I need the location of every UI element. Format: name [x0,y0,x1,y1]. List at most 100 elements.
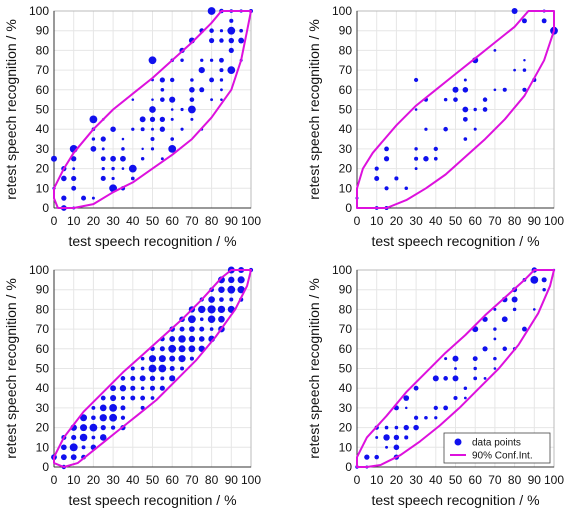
data-point [110,126,116,132]
y-tick-label: 70 [339,63,353,77]
data-point [482,346,488,352]
data-point [179,326,185,332]
y-tick-label: 0 [42,460,49,474]
data-point [169,96,176,103]
legend-marker-points [454,438,462,446]
x-tick-label: 0 [354,214,361,228]
x-tick-label: 10 [67,473,81,487]
data-point [119,385,127,392]
data-point [188,315,196,324]
data-point [140,395,146,401]
data-point [91,196,95,200]
legend-box [443,432,551,464]
data-point [229,297,234,302]
data-point [110,155,116,162]
x-tick-label: 20 [390,214,404,228]
chart-panel-3: 0 10 20 30 40 50 60 70 80 90 100010203040506070809… [3,263,261,508]
data-point [414,77,419,83]
y-tick-label: 80 [339,43,353,57]
data-point [139,375,146,382]
data-point [139,116,146,123]
data-point [493,327,497,331]
data-point [374,166,379,171]
y-tick-label: 70 [36,322,50,336]
x-tick-label: 80 [508,214,522,228]
data-point [530,275,539,284]
data-point [542,287,546,292]
data-point [453,97,458,102]
data-point [91,137,96,141]
data-point [180,107,184,112]
data-point [463,386,468,390]
data-point [130,375,136,381]
data-point [169,336,176,342]
data-point [227,26,236,35]
data-point [160,87,165,92]
x-tick-label: 70 [185,473,199,487]
data-point [101,166,105,171]
data-point [159,126,165,132]
data-point [463,396,467,400]
data-point [131,127,135,131]
x-tick-label: 80 [508,473,522,487]
x-tick-label: 0 [354,473,361,487]
data-point [111,166,115,171]
data-point [71,156,77,162]
data-point [159,77,165,83]
y-tick-label: 10 [36,181,50,195]
data-point [168,344,177,353]
data-point [385,445,389,449]
data-point [502,346,508,352]
data-point [130,395,136,401]
data-point [91,415,96,421]
data-point [434,416,438,420]
data-point [99,404,107,412]
data-point [100,136,106,142]
data-point [180,58,184,62]
x-axis-label: test speech recognition / % [371,233,539,249]
confidence-ellipse [356,10,555,209]
data-point [511,296,518,303]
data-point [493,88,497,92]
x-tick-label: 50 [146,473,160,487]
data-point [100,156,106,162]
y-axis-label: retest speech recognition / % [306,19,322,200]
y-tick-label: 80 [36,302,50,316]
data-point [404,435,409,440]
data-point [110,395,117,402]
data-point [159,385,165,391]
x-tick-label: 40 [429,473,443,487]
x-tick-label: 30 [106,473,120,487]
data-point [532,308,536,311]
data-point [463,137,468,141]
data-point [404,186,409,191]
data-point [110,425,116,430]
data-point [393,434,400,441]
data-point [237,276,245,284]
data-point [522,68,527,72]
data-point [414,147,418,151]
data-point [199,87,205,93]
data-point [151,98,154,101]
y-tick-label: 80 [339,302,353,316]
data-point [140,405,145,410]
confidence-ellipse [356,269,555,468]
x-tick-label: 60 [469,214,483,228]
data-point [219,78,224,82]
y-tick-label: 100 [29,4,49,18]
data-point [219,68,224,73]
data-point [219,29,224,33]
data-point [423,156,429,162]
chart-panel-1: 0 10 20 30 40 50 60 70 80 90 100010203040506070809… [3,4,261,249]
data-point [151,127,154,131]
data-point [403,424,409,431]
data-point [169,375,176,382]
data-point [413,415,419,420]
data-point [70,454,77,461]
data-point [443,97,448,102]
data-point [199,317,204,322]
y-tick-label: 0 [345,201,352,215]
x-tick-label: 40 [429,214,443,228]
y-tick-label: 40 [339,381,353,395]
